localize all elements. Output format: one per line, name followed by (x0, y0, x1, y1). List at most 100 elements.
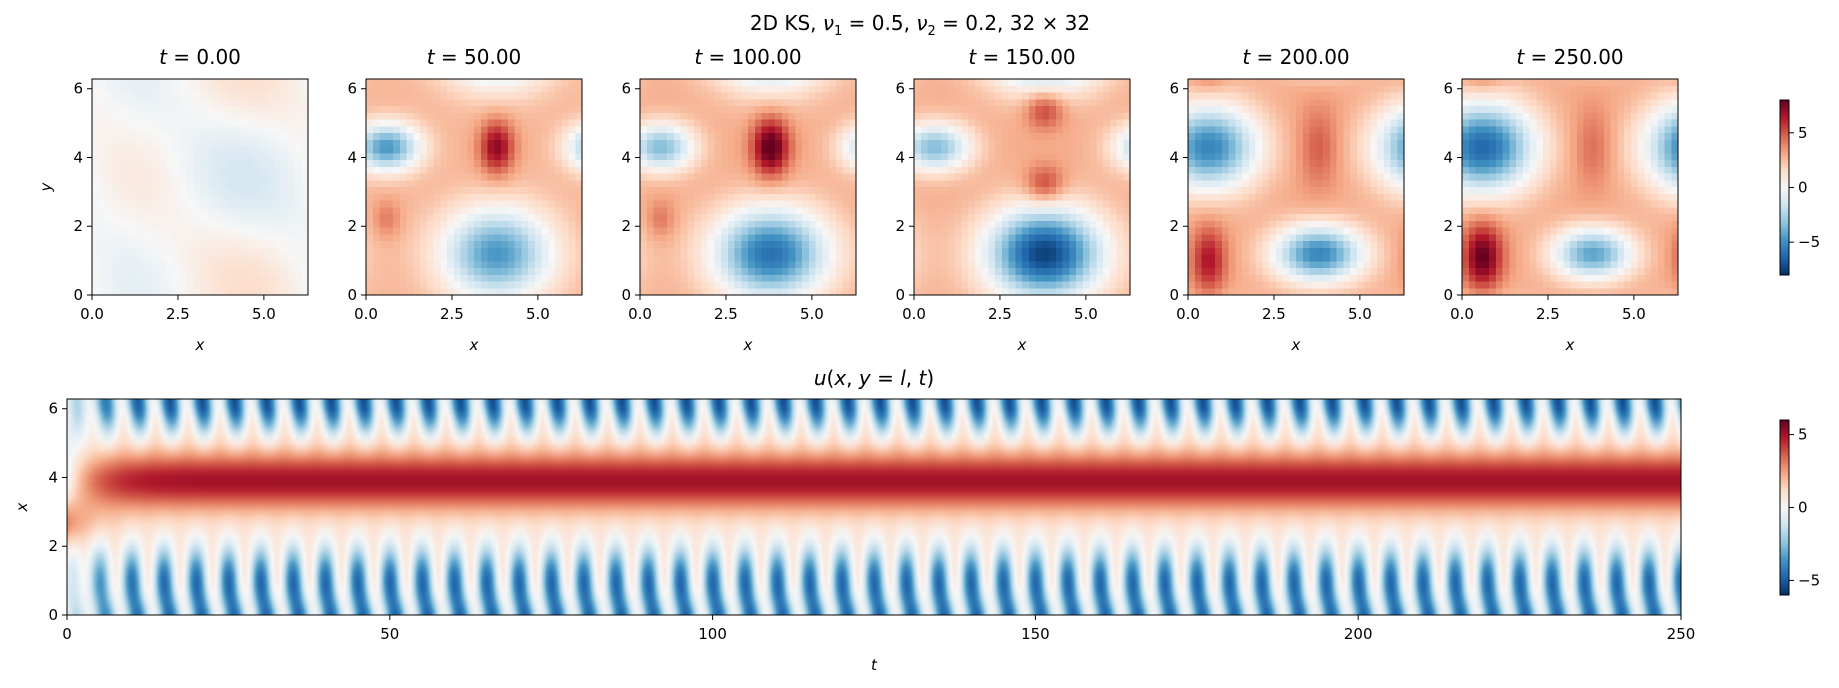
snapshot-0-ytick-label-1: 2 (73, 217, 83, 235)
top-colorbar-tick-label-0: −5 (1798, 233, 1820, 251)
snapshot-title-2: t = 100.00 (694, 45, 801, 69)
snapshot-0-xtick-label-0: 0.0 (80, 305, 104, 323)
snapshot-4-xtick-label-2: 5.0 (1348, 305, 1372, 323)
spacetime-xtick-label-1: 50 (380, 625, 399, 643)
snapshot-3-xtick-label-0: 0.0 (902, 305, 926, 323)
snapshot-frame-3 (913, 78, 1131, 296)
snapshot-3-xtick-label-1: 2.5 (988, 305, 1012, 323)
spacetime-xtick-label-2: 100 (698, 625, 727, 643)
bottom-colorbar-gradient (1780, 420, 1789, 595)
snapshot-panel-1: t = 50.00 0.0 2.5 5.0 0 2 4 6 x (347, 45, 583, 354)
snapshot-frame-5 (1461, 78, 1679, 296)
spacetime-plot: u(x, y = l, t) 0 50 100 150 200 250 0 2 4 6 t x (13, 366, 1695, 674)
spacetime-xtick-label-3: 150 (1021, 625, 1050, 643)
snapshot-1-xtick-label-1: 2.5 (440, 305, 464, 323)
snapshot-1-ytick-label-1: 2 (347, 217, 357, 235)
spacetime-ytick-label-2: 4 (48, 468, 58, 486)
snapshot-0-xtick-label-2: 5.0 (252, 305, 276, 323)
snapshot-image-3 (914, 79, 1130, 295)
snapshot-title-4: t = 200.00 (1242, 45, 1349, 69)
snapshot-2-ytick-label-3: 6 (621, 80, 631, 98)
snapshot-1-ytick-label-3: 6 (347, 80, 357, 98)
snapshot-panel-4: t = 200.00 0.0 2.5 5.0 0 2 4 6 x (1169, 45, 1405, 354)
snapshot-5-ytick-label-0: 0 (1443, 286, 1453, 304)
snapshot-4-ytick-label-0: 0 (1169, 286, 1179, 304)
spacetime-ytick-label-0: 0 (48, 606, 58, 624)
snapshot-panel-5: t = 250.00 0.0 2.5 5.0 0 2 4 6 x (1443, 45, 1679, 354)
snapshot-2-ytick-label-0: 0 (621, 286, 631, 304)
spacetime-xtick-label-5: 250 (1667, 625, 1696, 643)
snapshot-frame-2 (639, 78, 857, 296)
snapshot-frame-0 (91, 78, 309, 296)
snapshot-3-xtick-label-2: 5.0 (1074, 305, 1098, 323)
snapshot-3-ytick-label-1: 2 (895, 217, 905, 235)
figure-suptitle: 2D KS, ν1 = 0.5, ν2 = 0.2, 32 × 32 (750, 11, 1090, 39)
spacetime-xtick-label-4: 200 (1344, 625, 1373, 643)
snapshot-0-ytick-label-0: 0 (73, 286, 83, 304)
snapshot-panel-3: t = 150.00 0.0 2.5 5.0 0 2 4 6 x (895, 45, 1131, 354)
top-colorbar-tick-label-1: 0 (1798, 179, 1808, 197)
bottom-colorbar: −5 0 5 (1779, 419, 1820, 596)
snapshot-2-xtick-label-1: 2.5 (714, 305, 738, 323)
snapshot-3-ytick-label-0: 0 (895, 286, 905, 304)
snapshot-title-3: t = 150.00 (968, 45, 1075, 69)
snapshot-1-xlabel: x (469, 336, 479, 354)
snapshot-0-xlabel: x (195, 336, 205, 354)
bottom-colorbar-tick-label-1: 0 (1798, 499, 1808, 517)
snapshot-3-xlabel: x (1017, 336, 1027, 354)
snapshot-3-ytick-label-2: 4 (895, 148, 905, 166)
snapshot-image-5 (1462, 79, 1678, 295)
spacetime-ylabel: x (13, 502, 31, 512)
snapshot-title-5: t = 250.00 (1516, 45, 1623, 69)
snapshot-ylabel: y (37, 181, 55, 192)
snapshot-4-ytick-label-1: 2 (1169, 217, 1179, 235)
bottom-colorbar-tick-label-2: 5 (1798, 426, 1808, 444)
snapshot-5-ytick-label-2: 4 (1443, 148, 1453, 166)
spacetime-xlabel: t (871, 656, 878, 674)
spacetime-ytick-label-1: 2 (48, 537, 58, 555)
spacetime-frame (66, 398, 1682, 616)
snapshot-image-4 (1188, 79, 1404, 295)
snapshot-0-ytick-label-2: 4 (73, 148, 83, 166)
snapshot-1-xtick-label-0: 0.0 (354, 305, 378, 323)
spacetime-ytick-label-3: 6 (48, 400, 58, 418)
snapshot-4-xlabel: x (1291, 336, 1301, 354)
snapshot-frame-1 (365, 78, 583, 296)
snapshot-4-xtick-label-0: 0.0 (1176, 305, 1200, 323)
snapshot-frame-4 (1187, 78, 1405, 296)
snapshot-0-ytick-label-3: 6 (73, 80, 83, 98)
snapshot-image-0 (92, 79, 308, 295)
snapshot-1-xtick-label-2: 5.0 (526, 305, 550, 323)
snapshot-1-ytick-label-2: 4 (347, 148, 357, 166)
spacetime-title: u(x, y = l, t) (814, 366, 934, 390)
top-colorbar-tick-label-2: 5 (1798, 124, 1808, 142)
snapshot-5-xtick-label-0: 0.0 (1450, 305, 1474, 323)
snapshot-5-ytick-label-3: 6 (1443, 80, 1453, 98)
snapshot-panels: t = 0.00 0.0 2.5 5.0 0 2 4 6 x y t = 50.00 0.0 2.5 5.… (37, 45, 1679, 354)
snapshot-2-ytick-label-2: 4 (621, 148, 631, 166)
spacetime-image (67, 399, 1681, 615)
snapshot-image-1 (366, 79, 582, 295)
spacetime-xtick-label-0: 0 (62, 625, 72, 643)
snapshot-5-ytick-label-1: 2 (1443, 217, 1453, 235)
snapshot-panel-2: t = 100.00 0.0 2.5 5.0 0 2 4 6 x (621, 45, 857, 354)
snapshot-2-ytick-label-1: 2 (621, 217, 631, 235)
top-colorbar: −5 0 5 (1779, 99, 1820, 276)
snapshot-title-1: t = 50.00 (427, 45, 522, 69)
snapshot-4-ytick-label-3: 6 (1169, 80, 1179, 98)
snapshot-image-2 (640, 79, 856, 295)
snapshot-4-xtick-label-1: 2.5 (1262, 305, 1286, 323)
snapshot-panel-0: t = 0.00 0.0 2.5 5.0 0 2 4 6 x y (37, 45, 309, 354)
bottom-colorbar-tick-label-0: −5 (1798, 571, 1820, 589)
snapshot-2-xtick-label-0: 0.0 (628, 305, 652, 323)
snapshot-1-ytick-label-0: 0 (347, 286, 357, 304)
snapshot-title-0: t = 0.00 (159, 45, 241, 69)
snapshot-2-xlabel: x (743, 336, 753, 354)
snapshot-3-ytick-label-3: 6 (895, 80, 905, 98)
snapshot-4-ytick-label-2: 4 (1169, 148, 1179, 166)
snapshot-0-xtick-label-1: 2.5 (166, 305, 190, 323)
snapshot-5-xtick-label-2: 5.0 (1622, 305, 1646, 323)
snapshot-5-xtick-label-1: 2.5 (1536, 305, 1560, 323)
snapshot-2-xtick-label-2: 5.0 (800, 305, 824, 323)
